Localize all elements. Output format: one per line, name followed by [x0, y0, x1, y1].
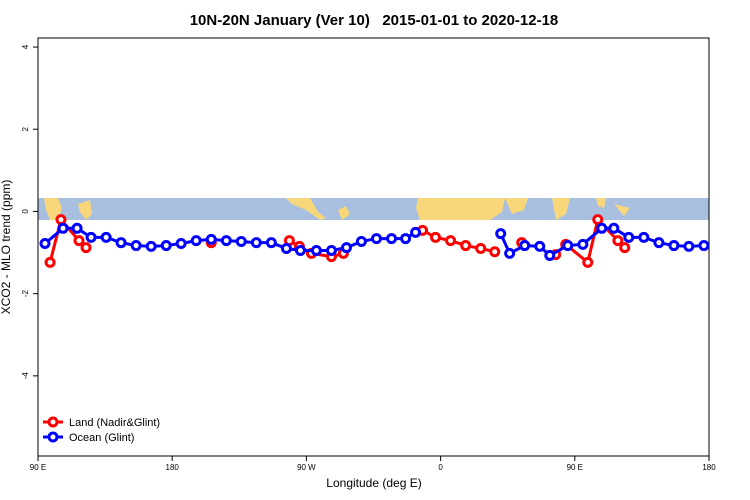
data-point — [145, 240, 157, 252]
x-axis-label: Longitude (deg E) — [326, 476, 421, 490]
y-axis-label: XCO2 - MLO trend (ppm) — [0, 180, 13, 315]
data-point — [582, 256, 594, 268]
land-shape — [505, 198, 528, 214]
data-point — [608, 222, 620, 234]
land-shape — [78, 200, 92, 220]
land-shape — [286, 198, 326, 220]
data-point — [73, 235, 85, 247]
land-shape — [552, 198, 570, 220]
data-point — [623, 231, 635, 243]
data-point — [430, 231, 442, 243]
data-point — [115, 237, 127, 249]
data-point — [504, 247, 516, 259]
land-shape — [416, 198, 505, 220]
data-point — [341, 242, 353, 254]
data-point — [205, 233, 217, 245]
legend-marker — [47, 416, 59, 428]
data-point — [80, 242, 92, 254]
data-point — [325, 244, 337, 256]
y-tick-label: -2 — [21, 290, 30, 298]
data-point — [544, 249, 556, 261]
data-point — [55, 214, 67, 226]
data-point — [612, 235, 624, 247]
land-shape — [596, 198, 606, 208]
map-band — [38, 198, 709, 220]
x-tick-label: 0 — [438, 463, 443, 472]
data-point — [220, 235, 232, 247]
data-point — [400, 233, 412, 245]
data-point — [460, 240, 472, 252]
data-point — [235, 235, 247, 247]
land-shape — [614, 204, 630, 216]
data-point — [294, 244, 306, 256]
x-tick-label: 180 — [702, 463, 716, 472]
data-point — [265, 237, 277, 249]
chart-title: 10N-20N January (Ver 10) 2015-01-01 to 2… — [190, 12, 559, 29]
legend-marker — [47, 431, 59, 443]
data-point — [100, 231, 112, 243]
data-point — [619, 242, 631, 254]
y-tick-label: 0 — [21, 209, 30, 214]
data-point — [175, 238, 187, 250]
data-point — [250, 237, 262, 249]
data-point — [130, 240, 142, 252]
x-tick-label: 90 E — [30, 463, 46, 472]
y-tick-label: 2 — [21, 126, 30, 131]
data-point — [519, 240, 531, 252]
data-point — [39, 238, 51, 250]
data-point — [638, 231, 650, 243]
data-point — [280, 242, 292, 254]
data-point — [596, 222, 608, 234]
data-point — [386, 233, 398, 245]
data-point — [495, 228, 507, 240]
data-point — [683, 240, 695, 252]
data-point — [190, 235, 202, 247]
data-point — [562, 240, 574, 252]
data-point — [57, 222, 69, 234]
legend-label: Land (Nadir&Glint) — [69, 417, 160, 429]
data-point — [577, 238, 589, 250]
data-point — [592, 214, 604, 226]
data-point — [71, 222, 83, 234]
data-point — [310, 244, 322, 256]
data-point — [370, 233, 382, 245]
ocean-band — [38, 198, 709, 220]
data-point — [489, 246, 501, 258]
data-point — [85, 231, 97, 243]
x-tick-label: 90 E — [567, 463, 583, 472]
legend-label: Ocean (Glint) — [69, 432, 134, 444]
x-tick-label: 180 — [166, 463, 180, 472]
land-shape — [338, 206, 350, 220]
x-tick-label: 90 W — [297, 463, 316, 472]
data-point — [668, 240, 680, 252]
data-point — [445, 235, 457, 247]
data-point — [44, 256, 56, 268]
data-point — [698, 240, 710, 252]
data-point — [534, 240, 546, 252]
data-point — [410, 226, 422, 238]
data-point — [653, 237, 665, 249]
y-tick-label: 4 — [21, 44, 30, 49]
land-shape — [44, 198, 62, 220]
data-point — [475, 242, 487, 254]
y-tick-label: -4 — [21, 372, 30, 380]
data-point — [355, 235, 367, 247]
data-point — [160, 240, 172, 252]
